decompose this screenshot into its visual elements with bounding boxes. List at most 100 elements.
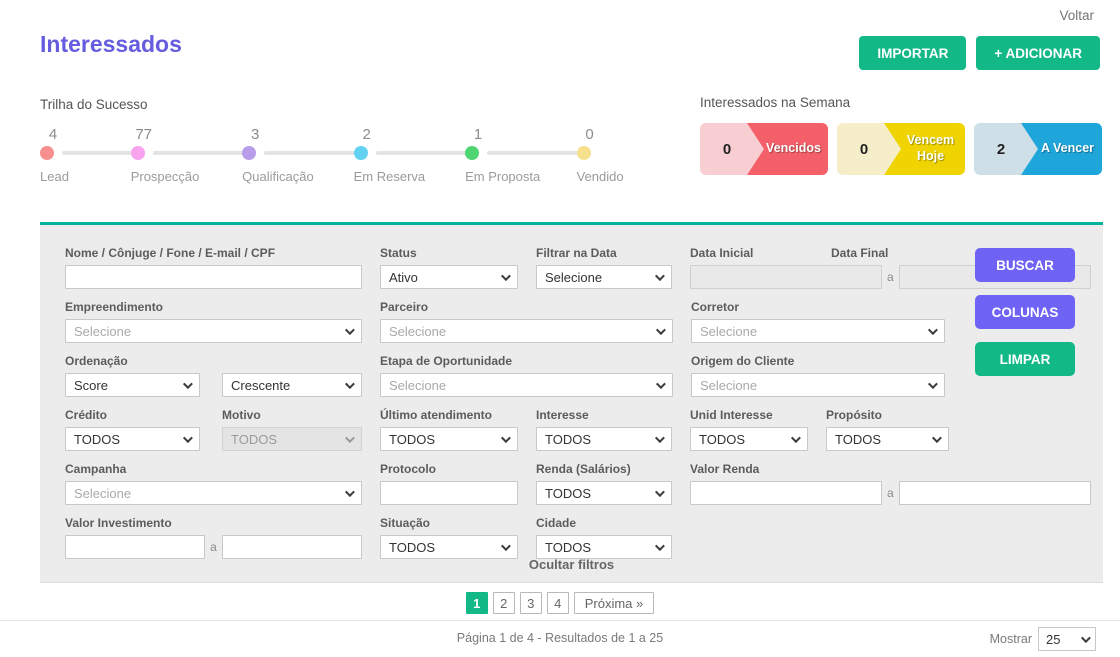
badge-vencidos[interactable]: 0 Vencidos xyxy=(700,123,828,175)
chevron-down-icon xyxy=(654,432,665,443)
chevron-down-icon xyxy=(344,324,355,335)
reason-label: Motivo xyxy=(222,408,261,422)
sort-label: Ordenação xyxy=(65,354,128,368)
range-separator: a xyxy=(887,486,894,500)
start-date-label: Data Inicial xyxy=(690,246,754,260)
interest-label: Interesse xyxy=(536,408,589,422)
step-count: 4 xyxy=(48,126,58,143)
step-prospeccao: 77 Prospecção xyxy=(130,126,251,184)
success-track-title: Trilha do Sucesso xyxy=(40,97,148,112)
income-value-label: Valor Renda xyxy=(690,462,760,476)
purpose-select[interactable]: TODOS xyxy=(826,427,949,451)
page-button-1[interactable]: 1 xyxy=(465,592,488,614)
badge-arrow: Vencem Hoje xyxy=(884,123,965,175)
reason-select[interactable]: TODOS xyxy=(222,427,362,451)
unit-interest-label: Unid Interesse xyxy=(690,408,773,422)
chevron-down-icon xyxy=(344,432,355,443)
range-separator: a xyxy=(210,540,217,554)
development-select[interactable]: Selecione xyxy=(65,319,362,343)
chevron-down-icon xyxy=(344,378,355,389)
chevron-down-icon xyxy=(654,486,665,497)
opportunity-stage-label: Etapa de Oportunidade xyxy=(380,354,513,368)
protocol-input[interactable] xyxy=(380,481,518,505)
campaign-select[interactable]: Selecione xyxy=(65,481,362,505)
filter-action-buttons: BUSCAR COLUNAS LIMPAR xyxy=(975,248,1075,376)
next-page-button[interactable]: Próxima » xyxy=(573,592,655,614)
sort-direction-select[interactable]: Crescente xyxy=(222,373,362,397)
situation-label: Situação xyxy=(380,516,431,530)
show-label: Mostrar xyxy=(989,632,1032,646)
income-value-max-input[interactable] xyxy=(898,481,1091,505)
step-label: Vendido xyxy=(576,169,624,184)
badge-count: 2 xyxy=(996,140,1006,158)
broker-label: Corretor xyxy=(691,300,740,314)
columns-button[interactable]: COLUNAS xyxy=(975,295,1075,329)
credit-select[interactable]: TODOS xyxy=(65,427,200,451)
status-label: Status xyxy=(380,246,417,260)
client-origin-select[interactable]: Selecione xyxy=(691,373,945,397)
investment-value-min-input[interactable] xyxy=(65,535,206,559)
badge-arrow: Vencidos xyxy=(747,123,828,175)
start-date-input[interactable] xyxy=(690,265,882,289)
page-button-4[interactable]: 4 xyxy=(546,592,569,614)
step-label: Prospecção xyxy=(130,169,200,184)
filter-date-select[interactable]: Selecione xyxy=(536,265,672,289)
badge-count: 0 xyxy=(722,140,732,158)
income-select[interactable]: TODOS xyxy=(536,481,672,505)
chevron-down-icon xyxy=(927,324,938,335)
week-badges-title: Interessados na Semana xyxy=(700,95,851,110)
page-size-select[interactable]: 25 xyxy=(1038,627,1096,651)
end-date-label: Data Final xyxy=(831,246,889,260)
import-button[interactable]: IMPORTAR xyxy=(859,36,967,70)
page-button-3[interactable]: 3 xyxy=(519,592,542,614)
clear-button[interactable]: LIMPAR xyxy=(975,342,1075,376)
income-value-min-input[interactable] xyxy=(690,481,882,505)
chevron-down-icon xyxy=(500,540,511,551)
city-select[interactable]: TODOS xyxy=(536,535,672,559)
hide-filters-link[interactable]: Ocultar filtros xyxy=(528,557,615,572)
purpose-label: Propósito xyxy=(826,408,882,422)
interest-select[interactable]: TODOS xyxy=(536,427,672,451)
chevron-down-icon xyxy=(182,432,193,443)
step-count: 77 xyxy=(135,126,153,143)
badge-a-vencer[interactable]: 2 A Vencer xyxy=(974,123,1102,175)
chevron-down-icon xyxy=(1080,632,1091,643)
chevron-down-icon xyxy=(927,378,938,389)
success-track-steps: 4 Lead 77 Prospecção 3 Qualificação 2 Em… xyxy=(40,126,688,184)
chevron-down-icon xyxy=(655,378,666,389)
client-origin-label: Origem do Cliente xyxy=(691,354,795,368)
back-link[interactable]: Voltar xyxy=(1059,8,1094,23)
filters-panel: Nome / Cônjuge / Fone / E-mail / CPF Sta… xyxy=(40,222,1103,583)
broker-select[interactable]: Selecione xyxy=(691,319,945,343)
unit-interest-select[interactable]: TODOS xyxy=(690,427,808,451)
situation-select[interactable]: TODOS xyxy=(380,535,518,559)
sort-field-select[interactable]: Score xyxy=(65,373,200,397)
page-title: Interessados xyxy=(40,31,182,57)
income-label: Renda (Salários) xyxy=(536,462,631,476)
step-label: Em Proposta xyxy=(465,169,541,184)
add-button[interactable]: + ADICIONAR xyxy=(976,36,1100,70)
step-dot xyxy=(242,146,257,160)
search-button[interactable]: BUSCAR xyxy=(975,248,1075,282)
step-count: 2 xyxy=(362,126,371,143)
investment-value-max-input[interactable] xyxy=(221,535,362,559)
step-count: 1 xyxy=(473,126,483,143)
footer-divider xyxy=(0,620,1120,621)
chevron-down-icon xyxy=(500,270,511,281)
step-dot xyxy=(40,146,54,160)
partner-select[interactable]: Selecione xyxy=(380,319,673,343)
chevron-down-icon xyxy=(500,432,511,443)
filter-date-label: Filtrar na Data xyxy=(536,246,617,260)
page-button-2[interactable]: 2 xyxy=(492,592,515,614)
opportunity-stage-select[interactable]: Selecione xyxy=(380,373,673,397)
pagination: 1 2 3 4 Próxima » xyxy=(0,592,1120,614)
chevron-down-icon xyxy=(790,432,801,443)
step-em-proposta: 1 Em Proposta xyxy=(465,126,586,184)
last-service-select[interactable]: TODOS xyxy=(380,427,518,451)
week-badges-section: Interessados na Semana 0 Vencidos 0 Venc… xyxy=(700,95,1102,175)
partner-label: Parceiro xyxy=(380,300,429,314)
badge-vencem-hoje[interactable]: 0 Vencem Hoje xyxy=(837,123,965,175)
status-select[interactable]: Ativo xyxy=(380,265,518,289)
name-input[interactable] xyxy=(65,265,362,289)
campaign-label: Campanha xyxy=(65,462,127,476)
